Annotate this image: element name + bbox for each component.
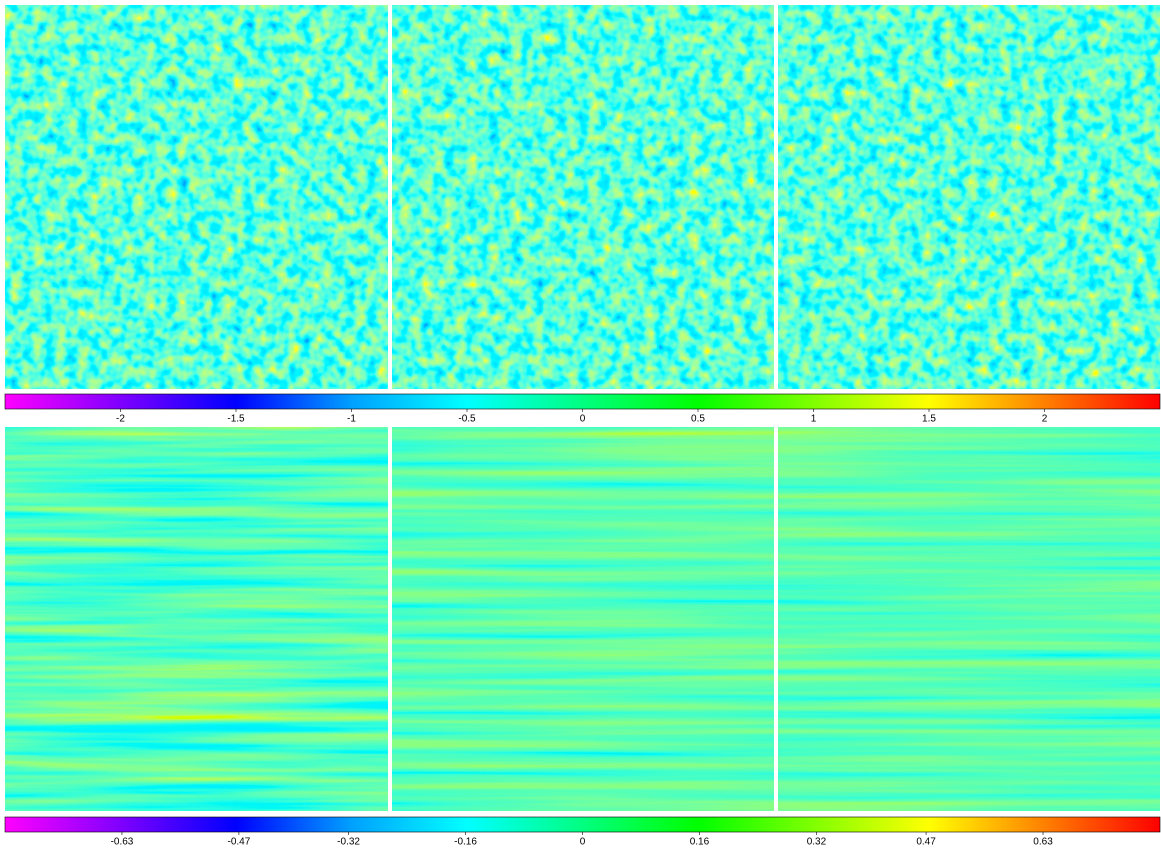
tick-label: 1 <box>811 414 817 425</box>
top-panels <box>5 5 1160 389</box>
tick-label: 1.5 <box>922 414 936 425</box>
tick-label: -0.63 <box>111 837 134 848</box>
tick-label: -0.16 <box>454 837 477 848</box>
tick-label: -0.5 <box>458 414 476 425</box>
field-panel <box>778 5 1160 389</box>
field-panel <box>5 427 388 811</box>
tick-label: -2 <box>116 414 125 425</box>
field-panel <box>778 427 1160 811</box>
bottom-panels <box>5 427 1160 811</box>
tick-label: -1 <box>347 414 356 425</box>
colorbar: -0.63 -0.47 -0.32 -0.16 0 0.16 0.32 0.47 0.63 <box>4 816 1161 848</box>
tick-label: 0 <box>580 837 586 848</box>
tick-label: 0.32 <box>807 837 827 848</box>
tick-label: -1.5 <box>227 414 245 425</box>
tick-label: 0.16 <box>690 837 710 848</box>
tick-label: 2 <box>1042 414 1048 425</box>
tick-label: 0 <box>580 414 586 425</box>
colorbar-gradient <box>4 816 1161 833</box>
tick-label: -0.47 <box>228 837 251 848</box>
field-panel <box>392 5 774 389</box>
tick-label: 0.47 <box>916 837 936 848</box>
colorbar: -2 -1.5 -1 -0.5 0 0.5 1 1.5 2 <box>4 393 1161 425</box>
tick-label: 0.63 <box>1033 837 1053 848</box>
field-panel <box>392 427 774 811</box>
field-panel <box>5 5 388 389</box>
colorbar-gradient <box>4 393 1161 410</box>
tick-label: 0.5 <box>691 414 705 425</box>
tick-label: -0.32 <box>337 837 360 848</box>
